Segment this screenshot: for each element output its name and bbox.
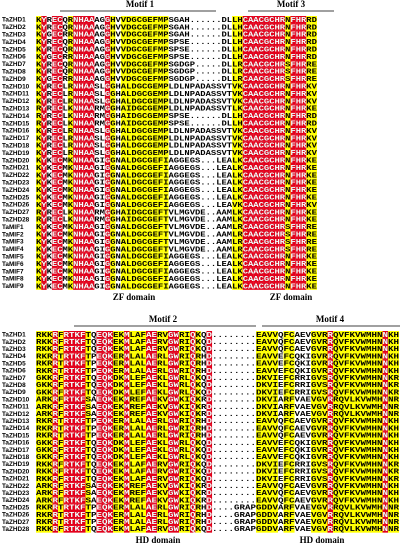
domain-label: HD domain	[300, 535, 345, 545]
sequence-name: TaZHD15	[2, 120, 30, 127]
sequence-name: TaZHD17	[2, 135, 30, 142]
sequence-name: TaZHD12	[2, 411, 30, 418]
sequence-name: TaZHD18	[2, 142, 30, 149]
sequence-name: TaZHD14	[2, 113, 30, 120]
sequence-name: TaZHD24	[2, 497, 30, 504]
sequence-name: TaZHD1	[2, 17, 26, 24]
sequence-name: TaZHD28	[2, 216, 30, 223]
sequence-name: TaZHD7	[2, 61, 26, 68]
sequence-name: TaZHD9	[2, 389, 26, 396]
sequence-name: TaZHD3	[2, 31, 26, 38]
sequence: RKKRFRTKFTQEQKEKMLAFAERVGWRIQKQD....GRAP…	[36, 526, 400, 534]
sequence-name: TaZHD6	[2, 54, 26, 61]
sequence-name: TaMIF9	[2, 283, 24, 290]
sequence-name: TaZHD28	[2, 526, 30, 533]
hd-panel: Motif 2 Motif 4 HD domain HD domain TaZH…	[2, 314, 400, 545]
text-layer: TaZHD1 KYRECQRNHAAAGGHVVDGCGEFMPSGAH.....…	[2, 17, 318, 292]
sequence-name: TaZHD4	[2, 353, 26, 360]
sequence-name: TaZHD18	[2, 454, 30, 461]
sequence-name: TaZHD23	[2, 179, 30, 186]
sequence-name: TaMIF7	[2, 268, 24, 275]
sequence-name: TaZHD17	[2, 447, 30, 454]
sequence-name: TaZHD2	[2, 339, 26, 346]
sequence-name: TaZHD4	[2, 39, 26, 46]
domain-label: ZF domain	[270, 292, 312, 302]
motif-label: Motif 3	[277, 0, 306, 9]
sequence-name: TaZHD21	[2, 476, 30, 483]
motif-label: Motif 1	[126, 0, 155, 9]
sequence-name: TaZHD2	[2, 24, 26, 31]
sequence-name: TaZHD9	[2, 76, 26, 83]
sequence-name: TaZHD23	[2, 490, 30, 497]
sequence-name: TaZHD20	[2, 468, 30, 475]
sequence-name: TaZHD14	[2, 425, 30, 432]
domain-label: HD domain	[136, 535, 181, 545]
sequence-name: TaZHD10	[2, 83, 30, 90]
sequence-name: TaZHD22	[2, 483, 30, 490]
sequence-name: TaZHD10	[2, 396, 30, 403]
sequence-name: TaZHD27	[2, 519, 30, 526]
sequence-name: TaZHD22	[2, 172, 30, 179]
zf-panel: Motif 1 Motif 3 ZF domain ZF domain TaZH…	[2, 0, 334, 302]
sequence-name: TaZHD26	[2, 512, 30, 519]
sequence-name: TaZHD16	[2, 440, 30, 447]
sequence-name: TaZHD13	[2, 105, 30, 112]
sequence-name: TaZHD6	[2, 368, 26, 375]
motif-label: Motif 4	[316, 314, 345, 324]
sequence-name: TaZHD11	[2, 91, 29, 98]
sequence-name: TaZHD24	[2, 187, 30, 194]
sequence-name: TaZHD27	[2, 209, 30, 216]
sequence-name: TaZHD13	[2, 418, 30, 425]
sequence-name: TaZHD26	[2, 202, 30, 209]
sequence-name: TaZHD15	[2, 432, 30, 439]
sequence-name: TaMIF3	[2, 239, 24, 246]
sequence-name: TaZHD7	[2, 375, 26, 382]
sequence-name: TaMIF2	[2, 231, 24, 238]
sequence-name: TaZHD1	[2, 332, 26, 339]
sequence-name: TaZHD19	[2, 461, 30, 468]
sequence-name: TaZHD19	[2, 150, 30, 157]
sequence-name: TaMIF8	[2, 276, 24, 283]
sequence-name: TaZHD12	[2, 98, 30, 105]
sequence-name: TaZHD20	[2, 157, 30, 164]
motif-label: Motif 2	[149, 314, 178, 324]
sequence-name: TaMIF1	[2, 224, 24, 231]
sequence-name: TaZHD8	[2, 68, 26, 75]
sequence-name: TaZHD25	[2, 504, 30, 511]
sequence-name: TaZHD5	[2, 46, 26, 53]
domain-label: ZF domain	[113, 292, 155, 302]
sequence-name: TaZHD16	[2, 128, 30, 135]
sequence-name: TaZHD5	[2, 360, 26, 367]
sequence-name: TaZHD11	[2, 404, 29, 411]
sequence-name: TaZHD21	[2, 165, 30, 172]
sequence-name: TaMIF5	[2, 253, 24, 260]
sequence-name: TaMIF6	[2, 261, 24, 268]
sequence-name: TaZHD3	[2, 346, 26, 353]
text-layer: TaZHD1 RKKRFRTKFTQEQKEKMLAFAERVGWRIQKQD..…	[2, 332, 400, 535]
sequence-name: TaZHD8	[2, 382, 26, 389]
sequence-name: TaZHD25	[2, 194, 30, 201]
sequence-name: TaMIF4	[2, 246, 24, 253]
